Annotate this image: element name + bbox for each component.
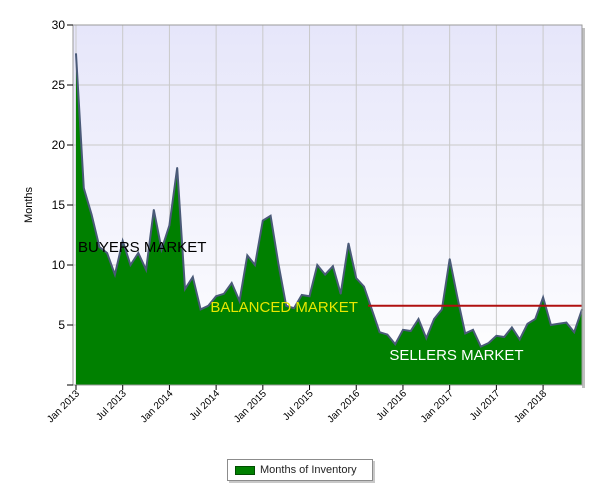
- data-point: [254, 264, 256, 266]
- data-point: [184, 288, 186, 290]
- data-point: [285, 305, 288, 307]
- data-point: [363, 285, 365, 288]
- x-tick-label: Jul 2016: [375, 388, 410, 423]
- data-point: [511, 326, 513, 329]
- y-tick-label: 20: [52, 138, 66, 152]
- data-point: [355, 277, 358, 280]
- data-point: [215, 295, 217, 298]
- data-point: [153, 209, 155, 211]
- data-point: [192, 276, 194, 278]
- data-point: [557, 323, 560, 325]
- legend-swatch: [235, 465, 255, 475]
- data-point: [433, 318, 435, 320]
- x-tick-label: Jul 2015: [281, 388, 316, 423]
- x-tick-label: Jan 2014: [139, 388, 176, 425]
- data-point: [301, 294, 303, 296]
- data-point: [472, 329, 474, 331]
- annotation-label: BUYERS MARKET: [78, 239, 206, 256]
- data-point: [277, 263, 280, 265]
- data-point: [503, 336, 506, 338]
- x-tick-label: Jan 2016: [325, 388, 362, 425]
- data-point: [378, 331, 381, 334]
- data-point: [386, 333, 389, 336]
- data-point: [464, 332, 467, 335]
- data-point: [402, 329, 404, 331]
- data-point: [394, 343, 397, 346]
- data-point: [339, 293, 342, 295]
- data-point: [425, 337, 428, 340]
- plot-shadow: [582, 28, 585, 388]
- data-point: [129, 264, 132, 266]
- data-point: [448, 258, 451, 260]
- data-point: [83, 187, 85, 189]
- y-axis-title: Months: [23, 186, 35, 223]
- y-tick-label: 15: [52, 198, 66, 212]
- data-point: [542, 296, 544, 299]
- data-point: [417, 318, 420, 320]
- data-point: [106, 252, 108, 254]
- data-point: [262, 219, 264, 222]
- area-fill: [76, 53, 582, 386]
- data-point: [75, 53, 77, 55]
- data-point: [121, 240, 124, 242]
- data-point: [293, 307, 295, 310]
- data-point: [246, 254, 249, 257]
- y-tick-label: 5: [58, 318, 65, 332]
- data-point: [98, 246, 101, 248]
- data-point: [207, 305, 210, 307]
- data-point: [534, 318, 537, 320]
- data-point: [223, 293, 225, 295]
- x-tick-label: Jul 2013: [94, 388, 129, 423]
- data-point: [456, 296, 459, 299]
- data-point: [441, 308, 443, 311]
- data-point: [347, 242, 350, 245]
- data-point: [526, 323, 529, 325]
- legend: Months of Inventory: [227, 459, 373, 481]
- x-tick-label: Jul 2017: [468, 388, 503, 423]
- data-point: [230, 282, 233, 284]
- data-point: [114, 273, 116, 276]
- y-tick-label: 25: [52, 78, 66, 92]
- data-point: [550, 324, 552, 326]
- annotation-label: SELLERS MARKET: [389, 347, 523, 364]
- data-point: [168, 224, 171, 227]
- data-point: [137, 252, 140, 254]
- data-point: [316, 264, 319, 266]
- data-point: [176, 167, 178, 169]
- area-outline: [75, 53, 583, 348]
- data-point: [308, 295, 311, 298]
- data-point: [480, 345, 482, 348]
- data-point: [332, 265, 334, 268]
- data-point: [238, 300, 241, 302]
- x-tick-label: Jan 2013: [45, 388, 82, 425]
- y-tick-label: 30: [52, 18, 66, 32]
- data-point: [409, 330, 412, 332]
- data-point: [269, 215, 272, 217]
- x-tick-label: Jan 2017: [419, 388, 456, 425]
- data-point: [90, 213, 93, 216]
- data-point: [145, 269, 147, 271]
- data-point: [199, 308, 202, 311]
- data-point: [518, 338, 521, 341]
- x-tick-label: Jul 2014: [188, 388, 223, 423]
- annotation-label: BALANCED MARKET: [210, 299, 358, 316]
- data-point: [565, 321, 568, 324]
- data-point: [573, 331, 575, 334]
- x-tick-label: Jan 2015: [232, 388, 269, 425]
- data-point: [487, 342, 490, 344]
- y-tick-label: 10: [52, 258, 66, 272]
- legend-label: Months of Inventory: [260, 464, 357, 476]
- x-tick-label: Jan 2018: [512, 388, 549, 425]
- data-point: [324, 273, 326, 276]
- data-point: [160, 248, 163, 251]
- data-point: [371, 308, 373, 311]
- data-point: [495, 335, 498, 337]
